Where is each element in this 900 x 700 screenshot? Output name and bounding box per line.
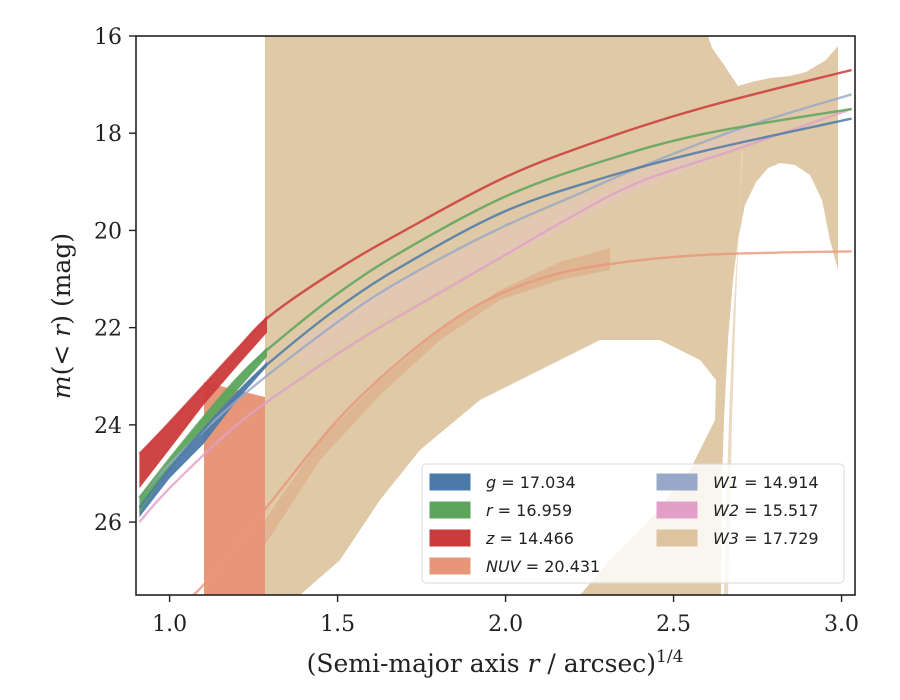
legend-label-z: z = 14.466 (485, 529, 574, 548)
x-axis-label: (Semi-major axis r / arcsec)1/4 (307, 647, 684, 678)
y-tick-label: 26 (94, 511, 122, 536)
legend-swatch-r (429, 501, 471, 519)
x-tick-label: 3.0 (824, 612, 859, 637)
y-axis-label: m(< r) (mag) (47, 233, 76, 399)
series-line-NUV (191, 250, 852, 595)
series-line-W2 (138, 107, 852, 523)
y-tick-label: 22 (94, 317, 122, 342)
legend: g = 17.034 r = 16.959 z = 14.466 NUV = 20.4… (421, 463, 845, 584)
legend-box (421, 463, 845, 584)
legend-item-W1: W1 = 14.914 (656, 473, 819, 492)
legend-label-W1: W1 = 14.914 (713, 473, 819, 492)
y-tick-label: 24 (94, 414, 122, 439)
series-lines (138, 68, 852, 595)
band-NUV-block (204, 382, 265, 595)
series-line-r (138, 107, 852, 499)
legend-swatch-W2 (656, 501, 698, 519)
band-W3 (265, 36, 838, 595)
band-r (139, 347, 267, 513)
band-W1-W2 (300, 120, 760, 370)
legend-swatch-W3 (656, 529, 698, 547)
legend-swatch-W1 (656, 473, 698, 491)
legend-item-z: z = 14.466 (429, 529, 574, 548)
x-tick-label: 2.5 (656, 612, 691, 637)
series-line-g (138, 117, 852, 509)
legend-swatch-NUV (429, 557, 471, 575)
legend-label-W3: W3 = 17.729 (713, 529, 819, 548)
plot-content (138, 36, 852, 595)
x-tick-label: 2.0 (488, 612, 523, 637)
legend-item-W3: W3 = 17.729 (656, 529, 819, 548)
series-line-W1 (138, 93, 852, 499)
legend-item-W2: W2 = 15.517 (656, 501, 819, 520)
series-line-z (138, 68, 852, 455)
legend-label-NUV: NUV = 20.431 (486, 557, 600, 576)
legend-label-r: r = 16.959 (486, 501, 572, 520)
legend-label-g: g = 17.034 (486, 473, 576, 492)
band-z (139, 315, 267, 489)
y-tick-label: 20 (94, 219, 122, 244)
x-ticks: 1.0 1.5 2.0 2.5 3.0 (152, 595, 859, 637)
x-tick-label: 1.0 (152, 612, 187, 637)
legend-swatch-g (429, 473, 471, 491)
legend-item-NUV: NUV = 20.431 (429, 557, 600, 576)
x-tick-label: 1.5 (320, 612, 355, 637)
y-tick-label: 18 (94, 122, 122, 147)
plot-frame (135, 35, 856, 596)
y-tick-label: 16 (94, 25, 122, 50)
legend-swatch-z (429, 529, 471, 547)
legend-item-r: r = 16.959 (429, 501, 572, 520)
y-ticks: 16 18 20 22 24 26 (94, 25, 136, 536)
legend-item-g: g = 17.034 (429, 473, 576, 492)
legend-label-W2: W2 = 15.517 (713, 501, 819, 520)
